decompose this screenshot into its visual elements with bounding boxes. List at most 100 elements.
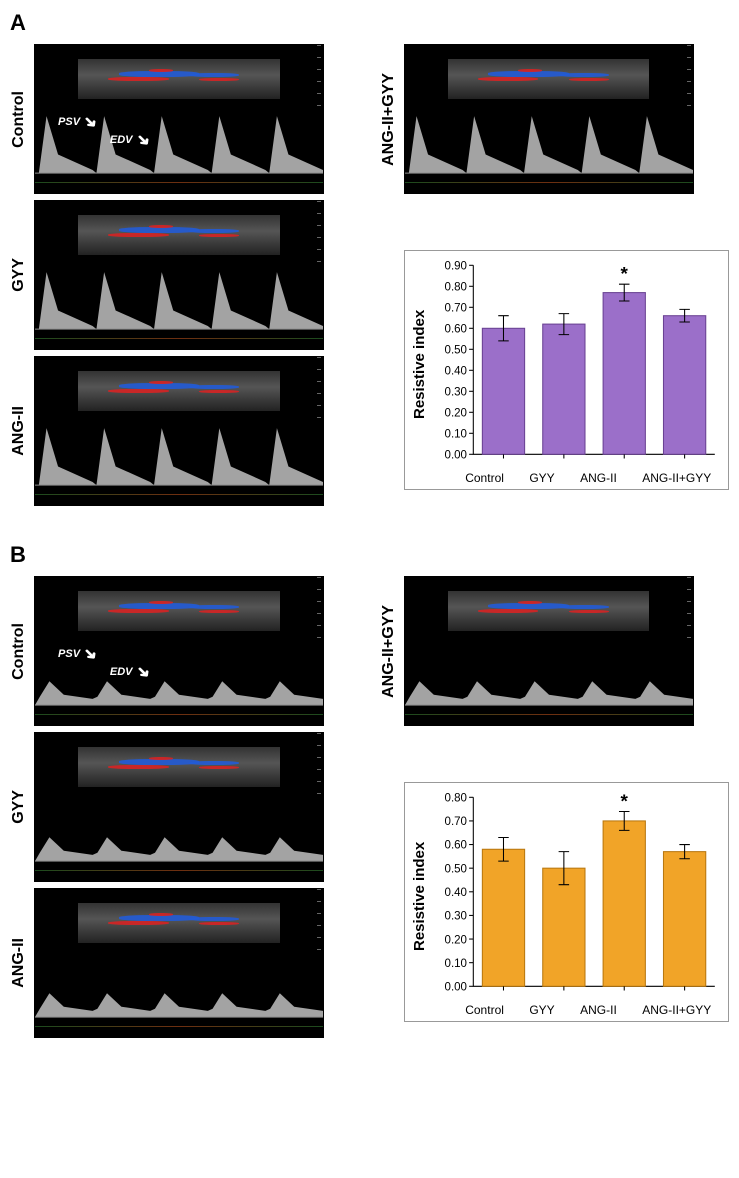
svg-text:0.40: 0.40 bbox=[444, 887, 466, 899]
svg-text:0.70: 0.70 bbox=[444, 303, 466, 315]
spectral-waveform bbox=[405, 113, 693, 175]
bmode-image bbox=[78, 371, 280, 412]
bmode-image bbox=[78, 591, 280, 632]
ultrasound-row: Control PSV➜ EDV➜ bbox=[10, 576, 360, 726]
svg-text:0.00: 0.00 bbox=[444, 982, 466, 994]
ultrasound-panel: PSV➜ EDV➜ bbox=[34, 44, 324, 194]
svg-text:0.40: 0.40 bbox=[444, 366, 466, 378]
svg-text:0.50: 0.50 bbox=[444, 863, 466, 875]
svg-text:0.80: 0.80 bbox=[444, 793, 466, 805]
bmode-image bbox=[78, 903, 280, 944]
significance-marker: * bbox=[620, 791, 628, 812]
chart-y-axis-label: Resistive index bbox=[409, 259, 430, 469]
chart-y-axis-label: Resistive index bbox=[409, 791, 430, 1001]
panel-A-right-column: ANG-II+GYY Resistive index 0.00 0.10 0.20 0.3… bbox=[380, 44, 730, 490]
spectral-waveform bbox=[35, 801, 323, 863]
bar bbox=[542, 868, 584, 986]
bar bbox=[482, 849, 524, 986]
psv-label: PSV bbox=[58, 116, 80, 128]
panel-label-A: A bbox=[10, 10, 729, 36]
svg-text:0.20: 0.20 bbox=[444, 934, 466, 946]
ultrasound-row-label: GYY bbox=[10, 790, 34, 824]
spectral-waveform bbox=[405, 645, 693, 707]
ultrasound-row-label: GYY bbox=[10, 258, 34, 292]
ultrasound-row-label: ANG-II+GYY bbox=[380, 605, 404, 698]
bar bbox=[663, 852, 705, 987]
chart-x-label: Control bbox=[465, 471, 504, 485]
spectral-waveform: PSV➜ EDV➜ bbox=[35, 113, 323, 175]
chart-x-label: GYY bbox=[529, 471, 554, 485]
panel-A-content: ControlPSV➜EDV➜GYYANG-II ANG-II+GYYResis… bbox=[10, 44, 729, 512]
svg-text:0.60: 0.60 bbox=[444, 324, 466, 336]
ultrasound-panel bbox=[34, 888, 324, 1038]
ultrasound-row: ANG-II+GYY bbox=[380, 576, 730, 726]
panel-A-left-column: Control PSV➜ EDV➜ GYY ANG-II bbox=[10, 44, 360, 512]
spectral-waveform bbox=[35, 269, 323, 331]
ultrasound-panel bbox=[404, 576, 694, 726]
svg-text:0.90: 0.90 bbox=[444, 261, 466, 273]
chart-x-labels: Control GYY ANG-II ANG-II+GYY bbox=[453, 471, 725, 485]
chart-x-label: ANG-II bbox=[580, 1003, 617, 1017]
edv-annotation: EDV➜ bbox=[110, 132, 148, 148]
panel-B-content: Control PSV➜ EDV➜ GYY ANG-II ANG-II+GYY Resis… bbox=[10, 576, 729, 1044]
panel-B-left-column: Control PSV➜ EDV➜ GYY ANG-II bbox=[10, 576, 360, 1044]
svg-text:0.00: 0.00 bbox=[444, 450, 466, 462]
edv-annotation: EDV➜ bbox=[110, 664, 148, 680]
svg-text:0.30: 0.30 bbox=[444, 911, 466, 923]
ultrasound-row-label: ANG-II bbox=[10, 938, 34, 988]
svg-text:0.10: 0.10 bbox=[444, 429, 466, 441]
ultrasound-panel bbox=[34, 732, 324, 882]
svg-text:0.80: 0.80 bbox=[444, 282, 466, 294]
svg-text:0.70: 0.70 bbox=[444, 816, 466, 828]
bmode-image bbox=[78, 747, 280, 788]
bmode-image bbox=[448, 59, 650, 100]
svg-text:0.50: 0.50 bbox=[444, 345, 466, 357]
svg-text:0.60: 0.60 bbox=[444, 840, 466, 852]
edv-label: EDV bbox=[110, 134, 133, 146]
ultrasound-panel bbox=[404, 44, 694, 194]
chart-x-labels: ControlGYYANG-IIANG-II+GYY bbox=[453, 1003, 725, 1017]
bar bbox=[603, 821, 645, 986]
spectral-waveform bbox=[35, 957, 323, 1019]
psv-annotation: PSV➜ bbox=[58, 114, 95, 130]
ultrasound-row: ANG-II bbox=[10, 356, 360, 506]
ultrasound-panel bbox=[34, 200, 324, 350]
ultrasound-row-label: Control bbox=[10, 623, 34, 680]
ultrasound-row-label: ANG-II bbox=[10, 406, 34, 456]
significance-marker: * bbox=[620, 264, 628, 285]
bmode-image bbox=[448, 591, 650, 632]
ultrasound-row: GYY bbox=[10, 200, 360, 350]
chart-x-label: ANG-II+GYY bbox=[642, 471, 711, 485]
bar bbox=[542, 324, 584, 454]
spectral-waveform bbox=[35, 425, 323, 487]
psv-label: PSV bbox=[58, 648, 80, 660]
edv-label: EDV bbox=[110, 666, 133, 678]
bmode-image bbox=[78, 59, 280, 100]
bar-chart: Resistive index 0.00 0.10 0.20 0.30 0.40 0.50 0… bbox=[404, 782, 730, 1022]
ultrasound-row: Control PSV➜ EDV➜ bbox=[10, 44, 360, 194]
bar bbox=[603, 293, 645, 455]
ultrasound-row: ANG-II+GYY bbox=[380, 44, 730, 194]
panel-label-B: B bbox=[10, 542, 729, 568]
svg-text:0.30: 0.30 bbox=[444, 387, 466, 399]
bmode-image bbox=[78, 215, 280, 256]
chart-x-label: GYY bbox=[529, 1003, 554, 1017]
psv-annotation: PSV➜ bbox=[58, 646, 95, 662]
chart-x-label: ANG-II bbox=[580, 471, 617, 485]
bar bbox=[663, 316, 705, 455]
ultrasound-row-label: Control bbox=[10, 91, 34, 148]
bar bbox=[482, 328, 524, 454]
figure-panel-A: A ControlPSV➜EDV➜GYYANG-II ANG-II+GYYRes… bbox=[10, 10, 729, 512]
figure-panel-B: B Control PSV➜ EDV➜ GYY ANG-II ANG-II+GYY Res… bbox=[10, 542, 729, 1044]
ultrasound-panel: PSV➜ EDV➜ bbox=[34, 576, 324, 726]
svg-text:0.10: 0.10 bbox=[444, 958, 466, 970]
ultrasound-row-label: ANG-II+GYY bbox=[380, 73, 404, 166]
chart-x-label: Control bbox=[465, 1003, 504, 1017]
ultrasound-row: GYY bbox=[10, 732, 360, 882]
spectral-waveform: PSV➜ EDV➜ bbox=[35, 645, 323, 707]
svg-text:0.20: 0.20 bbox=[444, 408, 466, 420]
panel-B-right-column: ANG-II+GYY Resistive index 0.00 0.10 0.20 0.3… bbox=[380, 576, 730, 1022]
ultrasound-panel bbox=[34, 356, 324, 506]
ultrasound-row: ANG-II bbox=[10, 888, 360, 1038]
bar-chart: Resistive index 0.00 0.10 0.20 0.30 0.40 0.50 0… bbox=[404, 250, 730, 490]
